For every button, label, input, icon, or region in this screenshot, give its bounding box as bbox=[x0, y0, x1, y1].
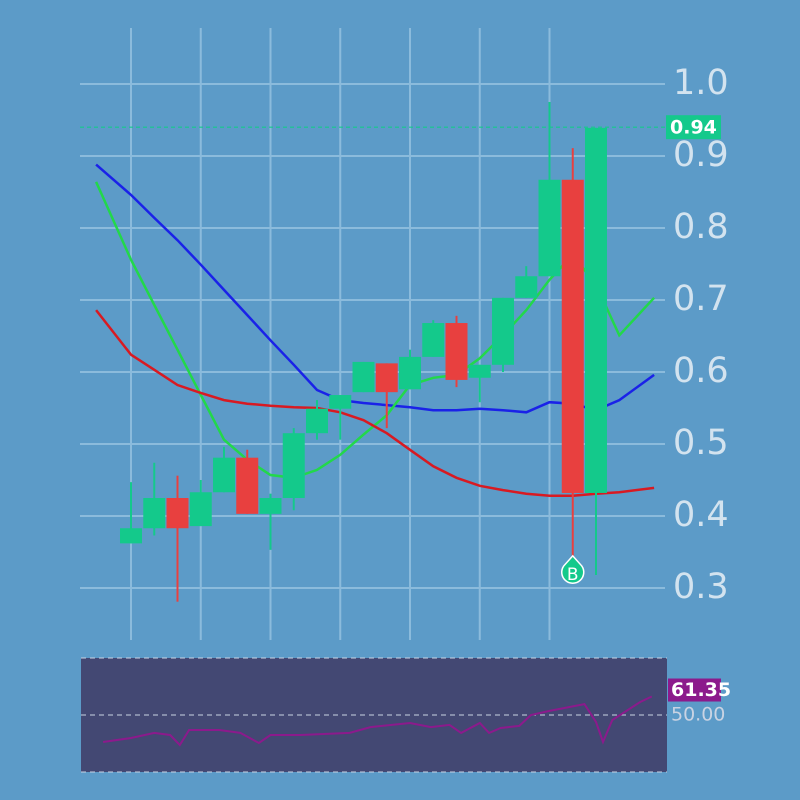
y-tick-label: 0.6 bbox=[673, 351, 729, 391]
value-tag bbox=[668, 678, 721, 702]
signal-label: B bbox=[567, 565, 579, 585]
candle-body bbox=[399, 356, 421, 390]
candle-body bbox=[375, 363, 398, 393]
candle-body bbox=[213, 457, 235, 493]
y-tick-label: 0.7 bbox=[673, 279, 729, 319]
candle-body bbox=[329, 395, 352, 409]
y-tick-label: 0.3 bbox=[673, 567, 729, 607]
candle-body bbox=[166, 498, 189, 529]
candle-body bbox=[189, 492, 212, 527]
candle-body bbox=[445, 323, 468, 380]
moving-average-line bbox=[95, 163, 655, 414]
y-tick-label: 0.5 bbox=[673, 423, 729, 463]
price-tag bbox=[666, 115, 721, 140]
moving-average-line bbox=[95, 309, 655, 498]
candle-body bbox=[468, 364, 491, 378]
candle-body bbox=[352, 361, 375, 393]
candle-body bbox=[282, 433, 305, 498]
candle-body bbox=[585, 127, 607, 493]
candle-body bbox=[259, 498, 282, 514]
candle-body bbox=[306, 408, 328, 434]
y-tick-label: 0.8 bbox=[673, 207, 729, 247]
value-tag-label: 61.35 bbox=[671, 679, 731, 701]
y-tick-label: 0.9 bbox=[673, 135, 729, 175]
candle-body bbox=[236, 457, 259, 514]
y-tick-label: 50.00 bbox=[671, 704, 725, 726]
candle-body bbox=[143, 498, 166, 529]
rsi-line bbox=[102, 695, 653, 747]
candle-body bbox=[120, 528, 142, 544]
candle-body bbox=[492, 297, 514, 365]
price-tag-label: 0.94 bbox=[670, 117, 717, 139]
candle-body bbox=[515, 276, 538, 298]
candle-body bbox=[422, 323, 445, 357]
candle-body bbox=[561, 179, 584, 493]
y-tick-label: 1.0 bbox=[673, 63, 729, 103]
candle-body bbox=[538, 179, 561, 277]
signal-marker bbox=[561, 554, 585, 584]
y-tick-label: 0.4 bbox=[673, 495, 729, 535]
